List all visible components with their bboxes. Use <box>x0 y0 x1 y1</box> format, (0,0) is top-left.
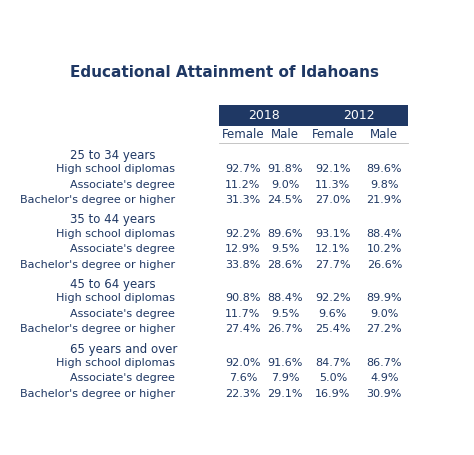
Text: 11.7%: 11.7% <box>225 309 261 319</box>
Text: 9.5%: 9.5% <box>271 244 300 254</box>
Text: 12.1%: 12.1% <box>315 244 351 254</box>
Text: Bachelor's degree or higher: Bachelor's degree or higher <box>20 260 175 270</box>
Text: 22.3%: 22.3% <box>225 389 261 399</box>
Text: 24.5%: 24.5% <box>267 195 303 205</box>
Text: Bachelor's degree or higher: Bachelor's degree or higher <box>20 324 175 334</box>
Text: Bachelor's degree or higher: Bachelor's degree or higher <box>20 389 175 399</box>
Text: 9.8%: 9.8% <box>370 180 399 190</box>
Text: 2012: 2012 <box>343 109 374 122</box>
Text: 65 years and over: 65 years and over <box>70 343 178 356</box>
Text: Bachelor's degree or higher: Bachelor's degree or higher <box>20 195 175 205</box>
Text: Associate's degree: Associate's degree <box>70 244 175 254</box>
Text: 27.4%: 27.4% <box>225 324 261 334</box>
Text: 25.4%: 25.4% <box>315 324 351 334</box>
Text: 89.9%: 89.9% <box>366 293 402 303</box>
Text: 92.2%: 92.2% <box>315 293 351 303</box>
Text: Female: Female <box>311 128 354 141</box>
Text: 92.2%: 92.2% <box>225 228 261 238</box>
Text: 9.6%: 9.6% <box>319 309 347 319</box>
Text: Associate's degree: Associate's degree <box>70 374 175 384</box>
Text: 9.5%: 9.5% <box>271 309 300 319</box>
Text: 92.1%: 92.1% <box>315 164 351 174</box>
Text: 26.6%: 26.6% <box>367 260 402 270</box>
Text: High school diplomas: High school diplomas <box>56 228 175 238</box>
Text: Male: Male <box>370 128 398 141</box>
Text: 29.1%: 29.1% <box>267 389 303 399</box>
Text: 16.9%: 16.9% <box>315 389 351 399</box>
Text: 7.6%: 7.6% <box>229 374 257 384</box>
Text: 7.9%: 7.9% <box>271 374 300 384</box>
Text: 90.8%: 90.8% <box>225 293 261 303</box>
Text: Associate's degree: Associate's degree <box>70 309 175 319</box>
Text: 89.6%: 89.6% <box>366 164 402 174</box>
Text: 84.7%: 84.7% <box>315 358 351 368</box>
Text: 2018: 2018 <box>248 109 280 122</box>
Text: Male: Male <box>271 128 299 141</box>
Text: 88.4%: 88.4% <box>366 228 402 238</box>
FancyBboxPatch shape <box>309 106 408 126</box>
Text: Associate's degree: Associate's degree <box>70 180 175 190</box>
Text: Female: Female <box>222 128 264 141</box>
Text: 10.2%: 10.2% <box>367 244 402 254</box>
Text: High school diplomas: High school diplomas <box>56 164 175 174</box>
Text: 91.8%: 91.8% <box>267 164 303 174</box>
Text: 11.3%: 11.3% <box>315 180 351 190</box>
Text: 91.6%: 91.6% <box>267 358 303 368</box>
Text: 28.6%: 28.6% <box>267 260 303 270</box>
Text: 86.7%: 86.7% <box>366 358 402 368</box>
Text: 88.4%: 88.4% <box>267 293 303 303</box>
Text: 33.8%: 33.8% <box>225 260 261 270</box>
Text: 35 to 44 years: 35 to 44 years <box>70 213 156 227</box>
Text: 27.2%: 27.2% <box>366 324 402 334</box>
FancyBboxPatch shape <box>219 106 309 126</box>
Text: High school diplomas: High school diplomas <box>56 358 175 368</box>
Text: 31.3%: 31.3% <box>225 195 261 205</box>
Text: High school diplomas: High school diplomas <box>56 293 175 303</box>
Text: 21.9%: 21.9% <box>366 195 402 205</box>
Text: 93.1%: 93.1% <box>315 228 351 238</box>
Text: 89.6%: 89.6% <box>267 228 303 238</box>
Text: 92.7%: 92.7% <box>225 164 261 174</box>
Text: 92.0%: 92.0% <box>225 358 261 368</box>
Text: 26.7%: 26.7% <box>267 324 303 334</box>
Text: 9.0%: 9.0% <box>370 309 399 319</box>
Text: 12.9%: 12.9% <box>225 244 261 254</box>
Text: 5.0%: 5.0% <box>319 374 347 384</box>
Text: 45 to 64 years: 45 to 64 years <box>70 278 156 291</box>
Text: 30.9%: 30.9% <box>367 389 402 399</box>
Text: Educational Attainment of Idahoans: Educational Attainment of Idahoans <box>70 65 379 80</box>
Text: 27.7%: 27.7% <box>315 260 351 270</box>
Text: 11.2%: 11.2% <box>225 180 261 190</box>
Text: 9.0%: 9.0% <box>271 180 300 190</box>
Text: 4.9%: 4.9% <box>370 374 399 384</box>
Text: 25 to 34 years: 25 to 34 years <box>70 149 156 162</box>
Text: 27.0%: 27.0% <box>315 195 351 205</box>
